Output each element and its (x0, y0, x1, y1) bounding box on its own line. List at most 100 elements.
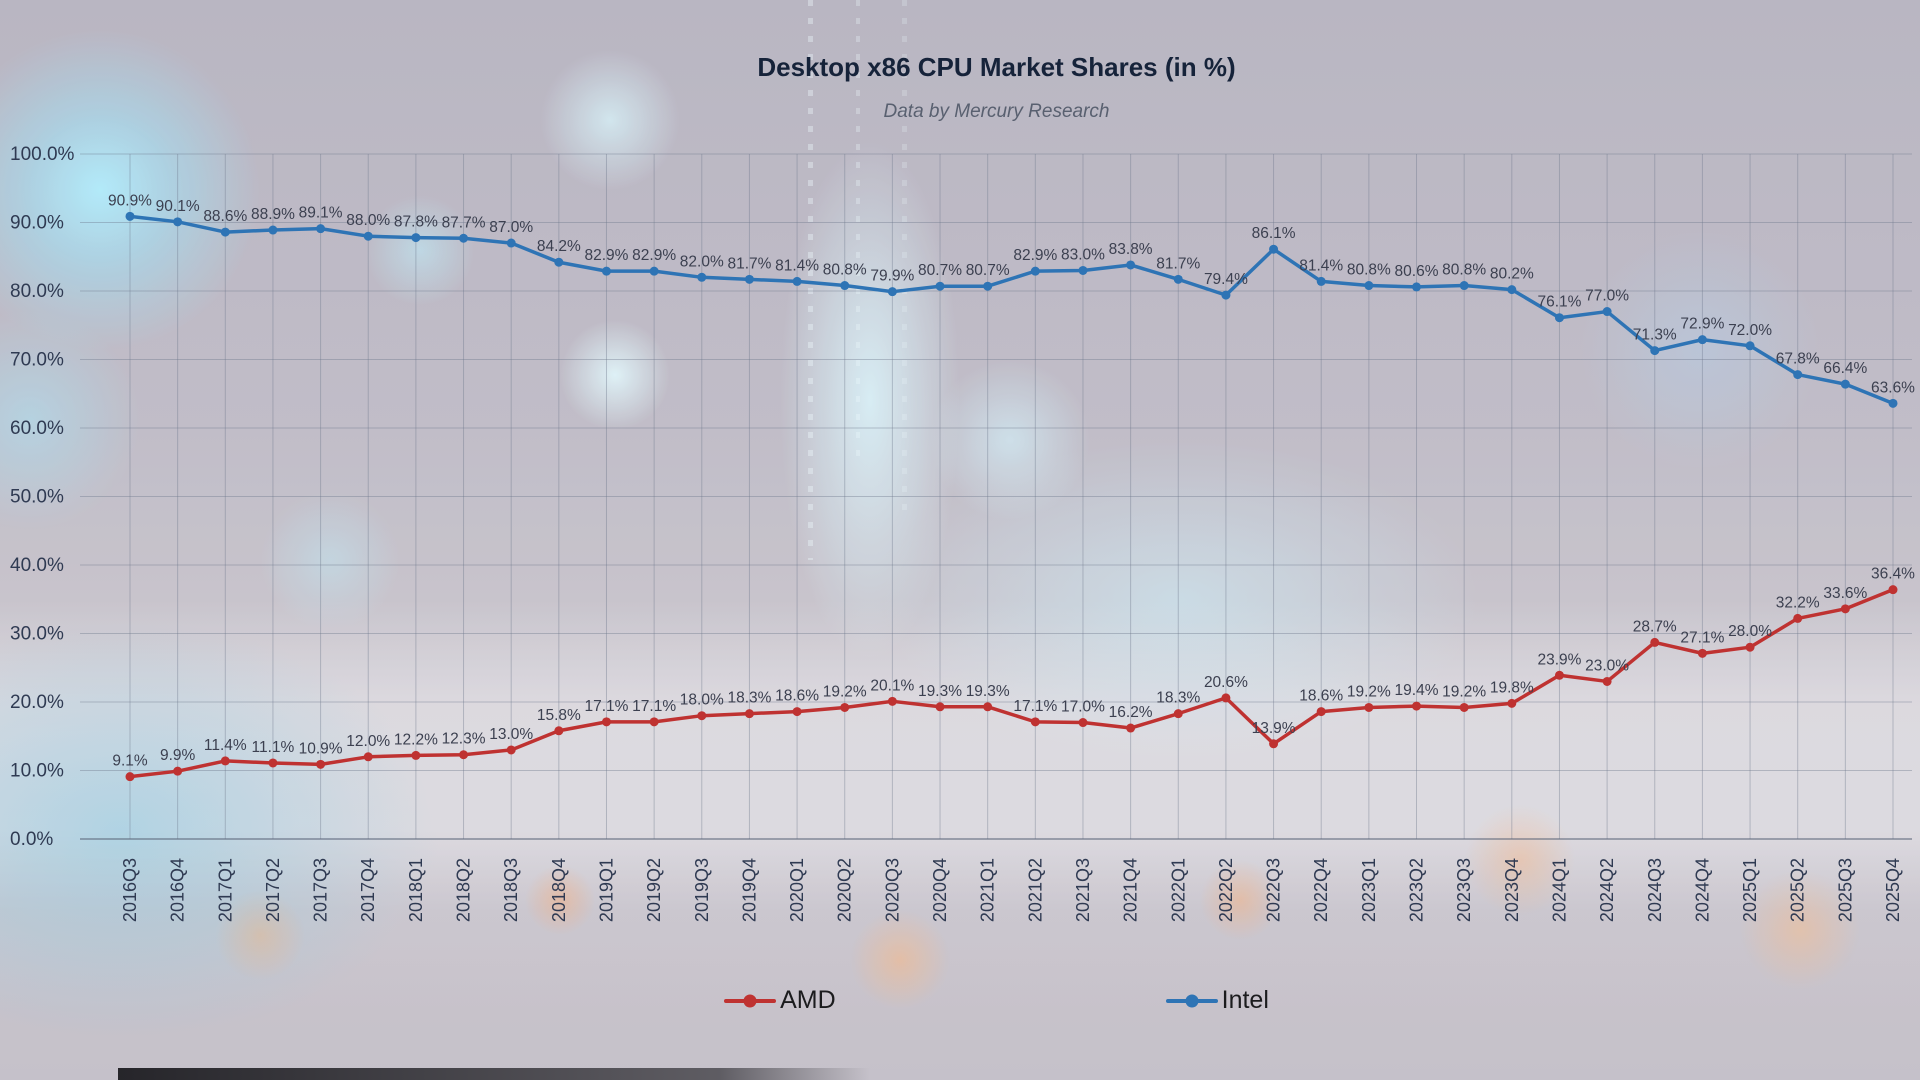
intel-data-label: 81.4% (775, 257, 819, 274)
x-tick-label: 2025Q1 (1740, 858, 1760, 922)
amd-point (1602, 676, 1612, 686)
intel-data-label: 79.9% (870, 268, 914, 285)
amd-point (459, 750, 469, 760)
intel-data-label: 87.8% (394, 214, 438, 231)
bottom-dark-band (118, 1068, 870, 1080)
x-tick-label: 2023Q2 (1407, 858, 1427, 922)
intel-point (1078, 265, 1088, 275)
amd-data-label: 17.1% (585, 698, 629, 715)
amd-data-label: 19.2% (1442, 683, 1486, 700)
x-tick-label: 2021Q3 (1073, 858, 1093, 922)
amd-point (1888, 585, 1898, 595)
amd-point (1507, 698, 1517, 708)
intel-point (697, 272, 707, 282)
amd-data-label: 9.1% (112, 753, 148, 770)
amd-point (506, 745, 516, 755)
intel-point (1269, 244, 1279, 254)
amd-data-label: 17.0% (1061, 699, 1105, 716)
chart-legend: AMD Intel (80, 986, 1913, 1015)
y-tick-label: 10.0% (10, 761, 64, 782)
x-tick-label: 2024Q3 (1645, 858, 1665, 922)
x-tick-label: 2016Q3 (120, 858, 140, 922)
intel-dot-icon (1185, 994, 1199, 1007)
intel-point (1364, 281, 1374, 291)
intel-data-label: 82.0% (680, 253, 724, 270)
amd-data-label: 17.1% (1013, 698, 1057, 715)
x-tick-label: 2020Q4 (930, 858, 950, 922)
intel-data-label: 80.6% (1395, 263, 1439, 280)
intel-data-label: 77.0% (1585, 288, 1629, 305)
intel-data-label: 76.1% (1537, 294, 1581, 311)
intel-data-label: 80.7% (966, 262, 1010, 279)
amd-data-label: 13.9% (1252, 720, 1296, 737)
x-tick-label: 2017Q1 (215, 858, 235, 922)
x-tick-label: 2022Q4 (1311, 858, 1331, 922)
intel-data-label: 82.9% (1013, 247, 1057, 264)
amd-data-label: 18.3% (727, 690, 771, 707)
intel-point (792, 276, 802, 286)
intel-data-label: 82.9% (632, 247, 676, 264)
intel-point (268, 225, 278, 235)
amd-data-label: 19.2% (1347, 683, 1391, 700)
x-tick-label: 2020Q1 (787, 858, 807, 922)
intel-data-label: 80.2% (1490, 266, 1534, 283)
intel-data-label: 66.4% (1823, 360, 1867, 377)
intel-line (128, 214, 1895, 406)
intel-data-label: 89.1% (299, 205, 343, 222)
chart-title: Desktop x86 CPU Market Shares (in %) (757, 52, 1236, 82)
intel-point (601, 266, 611, 276)
intel-data-label: 90.1% (156, 198, 200, 215)
x-tick-label: 2021Q1 (978, 858, 998, 922)
x-tick-label: 2018Q3 (501, 858, 521, 922)
intel-point (1030, 266, 1040, 276)
amd-line (128, 587, 1895, 779)
y-tick-label: 70.0% (10, 350, 64, 371)
chart-subtitle: Data by Mercury Research (883, 101, 1110, 122)
intel-data-label: 80.7% (918, 262, 962, 279)
amd-point (220, 756, 230, 766)
x-tick-label: 2019Q3 (692, 858, 712, 922)
amd-point (173, 766, 183, 776)
x-tick-label: 2023Q1 (1359, 858, 1379, 922)
x-tick-label: 2020Q3 (882, 858, 902, 922)
amd-point (1412, 701, 1422, 711)
amd-data-label: 13.0% (489, 726, 533, 743)
intel-point (1745, 341, 1755, 351)
intel-point (316, 224, 326, 234)
intel-point (744, 274, 754, 284)
intel-point (1412, 282, 1422, 292)
amd-data-label: 18.6% (1299, 688, 1343, 705)
amd-point (792, 707, 802, 717)
y-tick-label: 20.0% (10, 692, 64, 713)
x-tick-label: 2024Q2 (1597, 858, 1617, 922)
amd-data-label: 12.0% (346, 733, 390, 750)
amd-point (1697, 648, 1707, 658)
intel-data-label: 90.9% (108, 192, 152, 209)
y-tick-label: 60.0% (10, 418, 64, 439)
intel-point (1650, 346, 1660, 356)
intel-data-label: 83.8% (1109, 241, 1153, 258)
y-tick-label: 50.0% (10, 487, 64, 508)
intel-data-label: 81.7% (1156, 255, 1200, 272)
x-tick-label: 2018Q2 (454, 858, 474, 922)
amd-data-label: 11.4% (204, 737, 247, 754)
x-tick-label: 2021Q2 (1025, 858, 1045, 922)
x-tick-label: 2019Q2 (644, 858, 664, 922)
intel-point (1173, 274, 1183, 284)
intel-point (554, 257, 564, 267)
amd-point (1173, 709, 1183, 719)
intel-point (1602, 307, 1612, 317)
amd-point (1269, 739, 1279, 749)
intel-data-label: 79.4% (1204, 271, 1248, 288)
amd-data-label: 18.0% (680, 692, 724, 709)
x-tick-label: 2017Q4 (358, 858, 378, 922)
amd-data-label: 19.8% (1490, 679, 1534, 696)
amd-data-label: 20.1% (870, 677, 914, 694)
amd-point (411, 750, 421, 760)
legend-item-intel: Intel (1165, 986, 1269, 1015)
amd-point (1126, 723, 1136, 733)
intel-point (125, 211, 135, 221)
amd-point (601, 717, 611, 727)
intel-data-label: 87.0% (489, 219, 533, 236)
